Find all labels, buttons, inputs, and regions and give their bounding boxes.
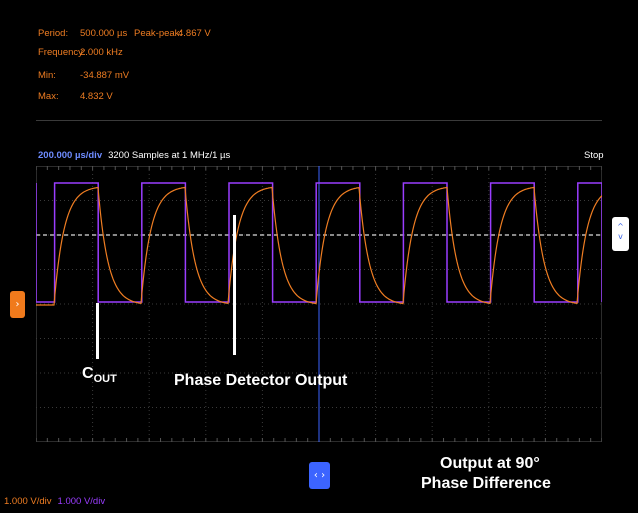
output-note-line1: Output at 90°	[440, 455, 540, 472]
cout-label-sub: OUT	[93, 373, 117, 385]
trigger-level-handle[interactable]: ^ v	[612, 217, 629, 251]
waveform-plot[interactable]	[36, 166, 602, 442]
timebase-info: 200.000 µs/div 3200 Samples at 1 MHz/1 µs	[38, 150, 230, 161]
channel-offset-handle[interactable]: ›	[10, 291, 25, 318]
channel-scales: 1.000 V/div 1.000 V/div	[4, 496, 105, 507]
max-label: Max:	[38, 91, 59, 102]
horizontal-position-handle[interactable]: ‹ ›	[309, 462, 330, 489]
channel2-scale[interactable]: 1.000 V/div	[57, 496, 106, 507]
chevron-updown-icon: ^ v	[617, 222, 624, 241]
period-value: 500.000 µs	[80, 28, 128, 39]
header-divider	[36, 120, 602, 121]
min-label: Min:	[38, 70, 56, 81]
cout-label: COUT	[82, 365, 117, 385]
sample-info: 3200 Samples at 1 MHz/1 µs	[108, 150, 231, 161]
phase-detector-label: Phase Detector Output	[174, 372, 348, 389]
peak-peak-label: Peak-peak:	[134, 28, 183, 39]
frequency-value: 2.000 kHz	[80, 47, 123, 58]
frequency-label: Frequency:	[38, 47, 86, 58]
peak-peak-value: 4.867 V	[178, 28, 211, 39]
cout-pointer	[96, 303, 99, 359]
chevron-leftright-icon: ‹ ›	[313, 470, 326, 481]
max-value: 4.832 V	[80, 91, 113, 102]
orange-trace	[36, 186, 602, 306]
channel1-scale[interactable]: 1.000 V/div	[4, 496, 52, 507]
timebase-scale[interactable]: 200.000 µs/div	[38, 150, 103, 161]
period-label: Period:	[38, 28, 69, 39]
min-value: -34.887 mV	[80, 70, 130, 81]
chevron-right-icon: ›	[15, 299, 20, 310]
purple-trace	[36, 182, 602, 303]
phase-detector-pointer	[233, 215, 236, 355]
run-status[interactable]: Stop	[584, 150, 604, 161]
cout-label-main: C	[82, 365, 94, 382]
output-note-line2: Phase Difference	[421, 475, 551, 492]
